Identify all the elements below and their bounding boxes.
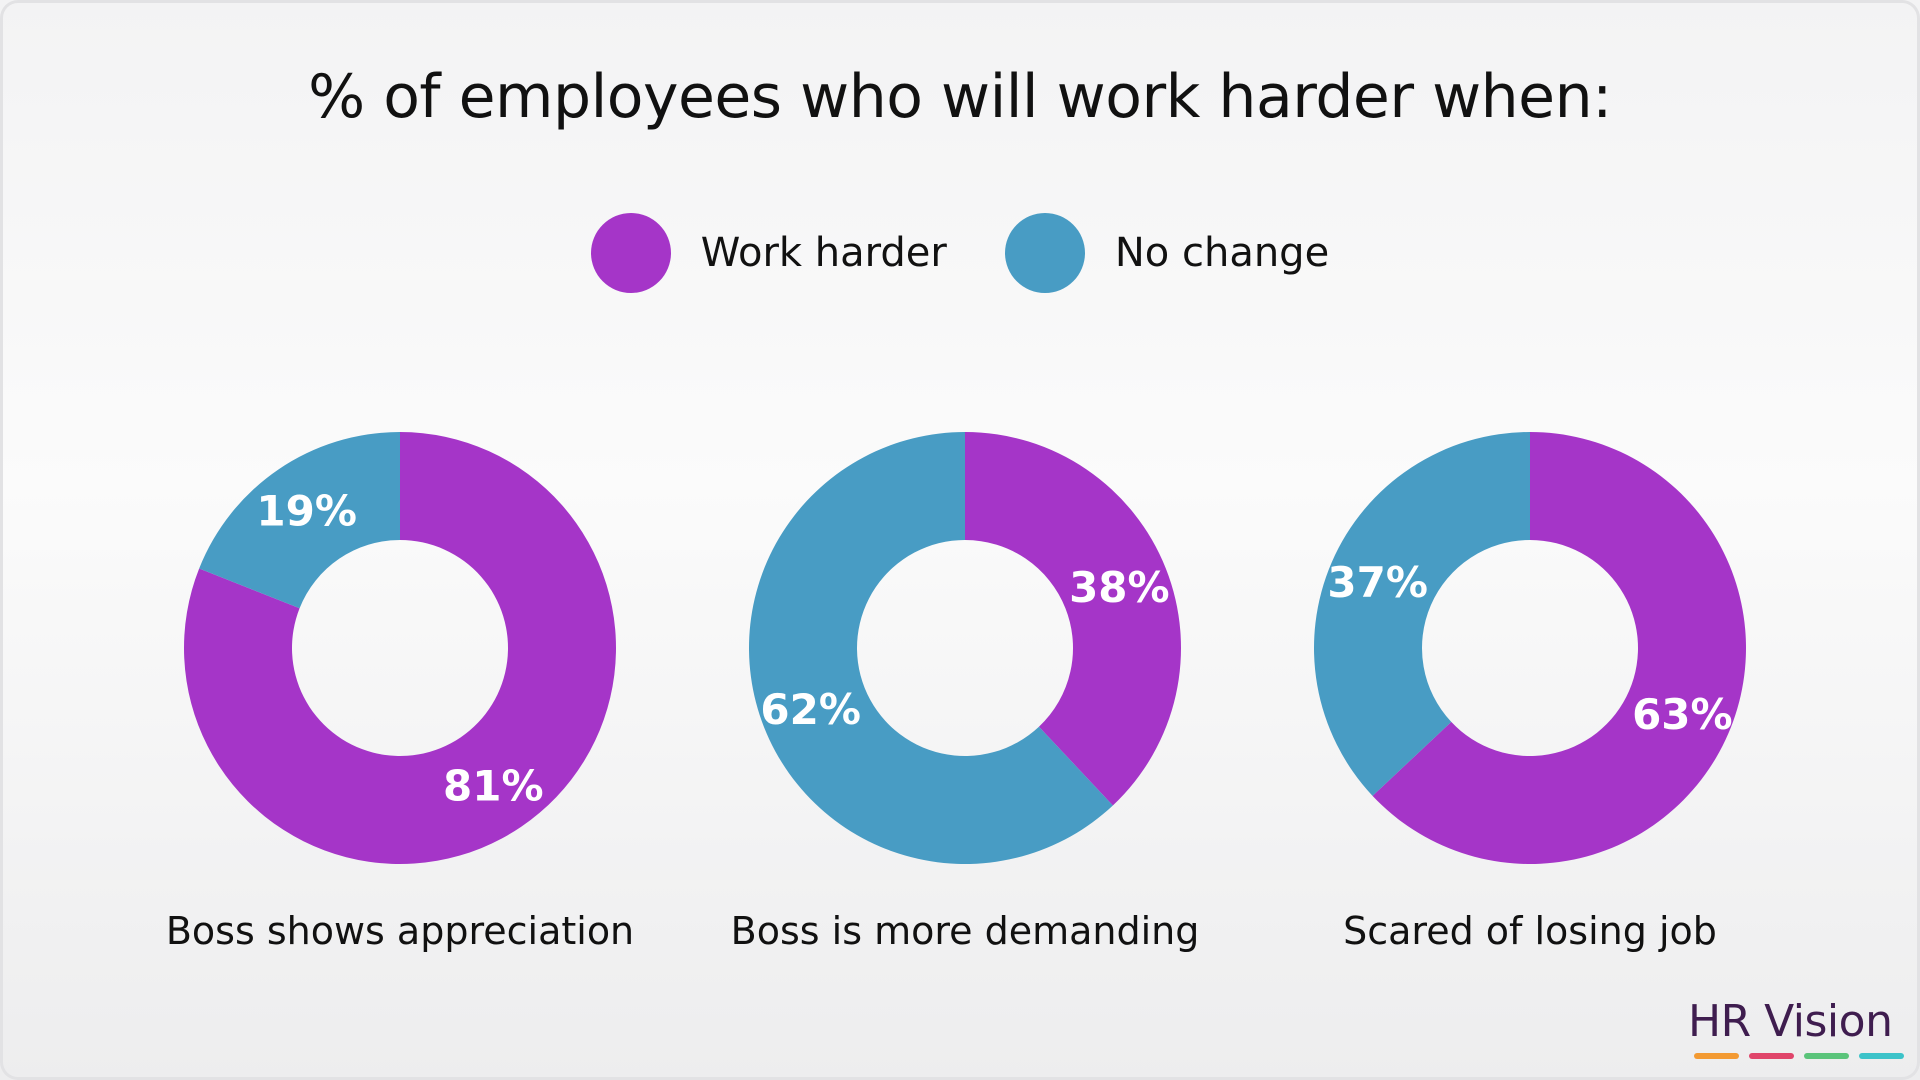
category-label: Scared of losing job xyxy=(1343,909,1717,953)
hr-vision-logo: HR Vision xyxy=(1688,996,1893,1047)
legend-item-work-harder: Work harder xyxy=(590,213,947,293)
data-label-work-harder: 81% xyxy=(443,761,544,810)
category-label: Boss shows appreciation xyxy=(166,909,634,953)
data-label-no-change: 62% xyxy=(760,685,861,734)
logo-bar-orange xyxy=(1694,1053,1739,1059)
legend-item-no-change: No change xyxy=(1004,213,1330,293)
legend-swatch-work-harder xyxy=(590,213,671,293)
donut-boss-is-more-demanding: 38% 62% Boss is more demanding xyxy=(731,432,1200,953)
slice-no-change xyxy=(748,432,1113,865)
logo-underline-bars xyxy=(1694,1053,1904,1059)
slice-work-harder xyxy=(965,432,1181,806)
legend-label-no-change: No change xyxy=(1114,230,1330,276)
donut-scared-of-losing-job: 63% 37% Scared of losing job xyxy=(1314,432,1746,953)
slice-no-change xyxy=(199,432,400,609)
legend-swatch-no-change xyxy=(1004,213,1085,293)
category-label: Boss is more demanding xyxy=(731,909,1200,953)
logo-bar-green xyxy=(1804,1053,1849,1059)
data-label-work-harder: 38% xyxy=(1069,563,1170,612)
slice-no-change xyxy=(1314,432,1530,796)
data-label-no-change: 37% xyxy=(1327,558,1428,607)
slice-work-harder xyxy=(183,432,617,864)
logo-bar-red xyxy=(1749,1053,1794,1059)
chart-title: % of employees who will work harder when… xyxy=(308,62,1612,132)
data-label-work-harder: 63% xyxy=(1632,690,1733,739)
legend: Work harder No change xyxy=(0,212,1920,294)
legend-label-work-harder: Work harder xyxy=(700,230,947,276)
slice-work-harder xyxy=(1372,432,1746,864)
data-label-no-change: 19% xyxy=(256,487,357,536)
logo-bar-teal xyxy=(1859,1053,1904,1059)
donut-boss-shows-appreciation: 81% 19% Boss shows appreciation xyxy=(166,432,634,953)
